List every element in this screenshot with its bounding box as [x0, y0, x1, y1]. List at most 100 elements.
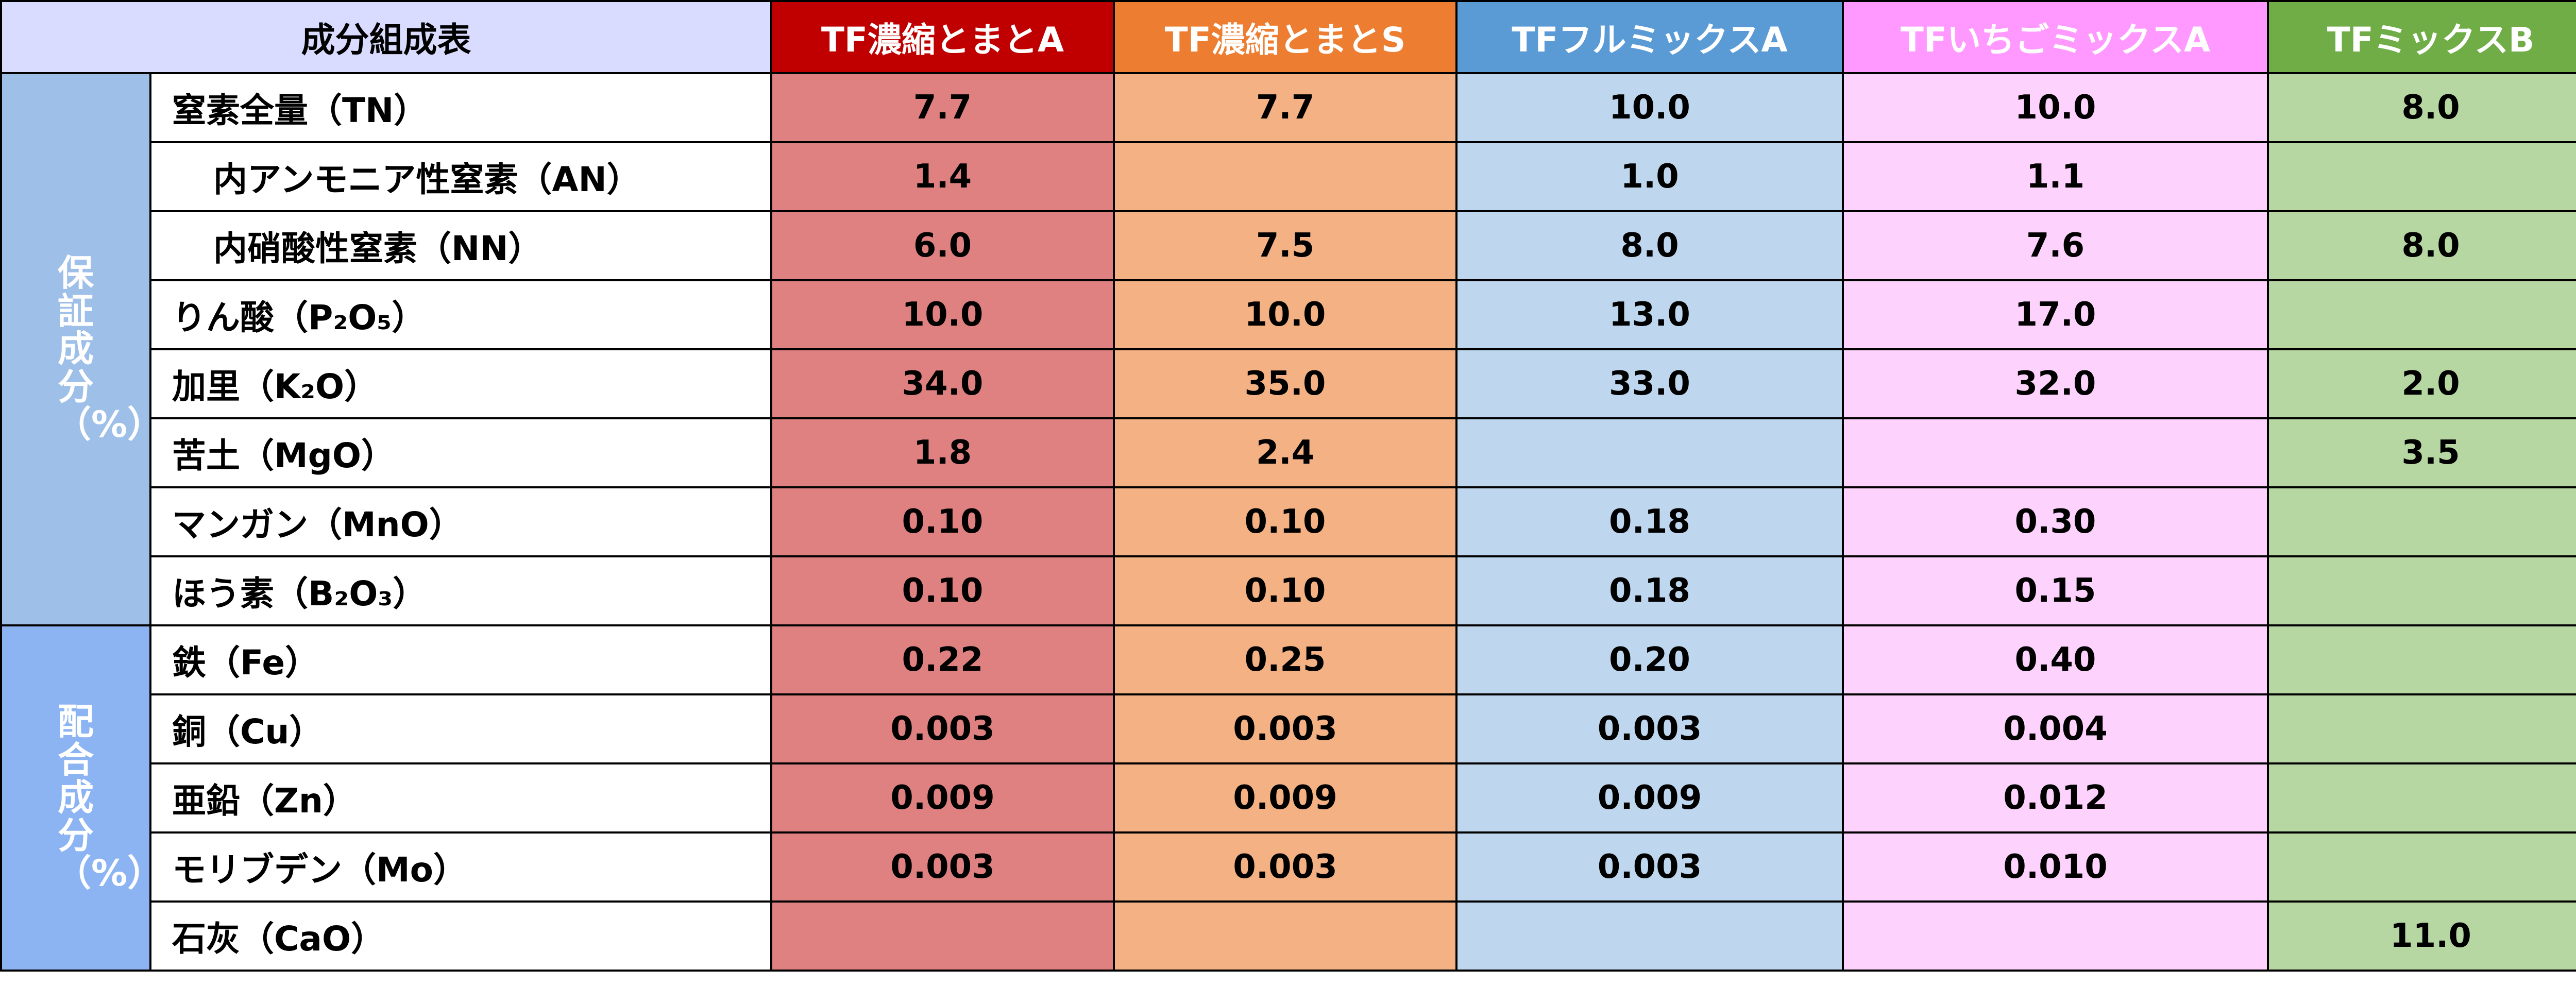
- cell-value: [1455, 417, 1844, 488]
- cell-value: 6.0: [770, 210, 1115, 281]
- cell-value: 0.010: [1842, 831, 2269, 903]
- cell-value: [2267, 624, 2576, 695]
- cell-value: 0.009: [1455, 762, 1844, 834]
- cell-value: [1842, 900, 2269, 972]
- cell-value: 35.0: [1113, 348, 1458, 419]
- cell-value: 7.7: [1113, 72, 1458, 143]
- product-header-mix-b: TFミックスB: [2267, 0, 2576, 74]
- table-row: 苦土（MgO） 1.8 2.4 3.5: [1, 417, 2576, 488]
- table-row: りん酸（P₂O₅） 10.0 10.0 13.0 17.0: [1, 279, 2576, 350]
- cell-value: 0.012: [1842, 762, 2269, 834]
- table-title: 成分組成表: [0, 0, 772, 74]
- header-row: 成分組成表 TF濃縮とまとA TF濃縮とまとS TFフルミックスA TFいちごミ…: [0, 0, 2576, 74]
- group-label-guaranteed: 保証成分（%）: [0, 72, 151, 626]
- cell-value: 0.18: [1455, 555, 1844, 626]
- cell-value: 0.25: [1113, 624, 1458, 695]
- row-label: 苦土（MgO）: [149, 417, 772, 488]
- cell-value: 10.0: [1113, 279, 1458, 350]
- cell-value: [2267, 141, 2576, 212]
- cell-value: 8.0: [2267, 210, 2576, 281]
- cell-value: 0.003: [1113, 693, 1458, 764]
- cell-value: [2267, 555, 2576, 626]
- cell-value: [1842, 417, 2269, 488]
- cell-value: 0.004: [1842, 693, 2269, 764]
- row-label: モリブデン（Mo）: [149, 831, 772, 903]
- cell-value: 13.0: [1455, 279, 1844, 350]
- cell-value: 10.0: [1455, 72, 1844, 143]
- cell-value: 0.22: [770, 624, 1115, 695]
- table-row: 内アンモニア性窒素（AN） 1.4 1.0 1.1: [1, 141, 2576, 212]
- cell-value: [2267, 486, 2576, 557]
- cell-value: 1.0: [1455, 141, 1844, 212]
- table-row: ほう素（B₂O₃） 0.10 0.10 0.18 0.15: [1, 555, 2576, 626]
- cell-value: 0.10: [1113, 555, 1458, 626]
- cell-value: [1113, 900, 1458, 972]
- row-label: 加里（K₂O）: [149, 348, 772, 419]
- cell-value: 33.0: [1455, 348, 1844, 419]
- cell-value: 0.009: [770, 762, 1115, 834]
- cell-value: [2267, 279, 2576, 350]
- table-row: 保証成分（%） 窒素全量（TN） 7.7 7.7 10.0 10.0 8.0: [0, 72, 2576, 626]
- cell-value: [2267, 831, 2576, 903]
- cell-value: 0.003: [1455, 831, 1844, 903]
- cell-value: 0.003: [770, 831, 1115, 903]
- product-header-strawberry-mix-a: TFいちごミックスA: [1842, 0, 2269, 74]
- cell-value: 3.5: [2267, 417, 2576, 488]
- table-row: 配合成分（%） 鉄（Fe） 0.22 0.25 0.20 0.40: [0, 624, 2576, 972]
- row-label: りん酸（P₂O₅）: [149, 279, 772, 350]
- table-row: 亜鉛（Zn） 0.009 0.009 0.009 0.012: [1, 762, 2576, 834]
- cell-value: [2267, 762, 2576, 834]
- cell-value: 10.0: [770, 279, 1115, 350]
- table-row: 加里（K₂O） 34.0 35.0 33.0 32.0 2.0: [1, 348, 2576, 419]
- cell-value: 0.18: [1455, 486, 1844, 557]
- cell-value: 7.7: [770, 72, 1115, 143]
- row-label: 内硝酸性窒素（NN）: [149, 210, 772, 281]
- cell-value: 0.10: [770, 486, 1115, 557]
- cell-value: [1455, 900, 1844, 972]
- cell-value: 34.0: [770, 348, 1115, 419]
- cell-value: 0.003: [770, 693, 1115, 764]
- cell-value: 8.0: [2267, 72, 2576, 143]
- row-label: 石灰（CaO）: [149, 900, 772, 972]
- table-row: マンガン（MnO） 0.10 0.10 0.18 0.30: [1, 486, 2576, 557]
- cell-value: 0.10: [1113, 486, 1458, 557]
- row-label: 亜鉛（Zn）: [149, 762, 772, 834]
- cell-value: 10.0: [1842, 72, 2269, 143]
- cell-value: 0.003: [1455, 693, 1844, 764]
- cell-value: 1.8: [770, 417, 1115, 488]
- cell-value: 0.003: [1113, 831, 1458, 903]
- cell-value: 2.4: [1113, 417, 1458, 488]
- row-label: マンガン（MnO）: [149, 486, 772, 557]
- cell-value: [770, 900, 1115, 972]
- table-row: 内硝酸性窒素（NN） 6.0 7.5 8.0 7.6 8.0: [1, 210, 2576, 281]
- group-label-blended: 配合成分（%）: [0, 624, 151, 972]
- cell-value: 0.15: [1842, 555, 2269, 626]
- cell-value: [2267, 693, 2576, 764]
- cell-value: 0.30: [1842, 486, 2269, 557]
- row-label: ほう素（B₂O₃）: [149, 555, 772, 626]
- table-row: 石灰（CaO） 11.0: [1, 900, 2576, 972]
- product-header-tomato-s: TF濃縮とまとS: [1113, 0, 1458, 74]
- cell-value: 1.1: [1842, 141, 2269, 212]
- cell-value: 2.0: [2267, 348, 2576, 419]
- cell-value: 0.40: [1842, 624, 2269, 695]
- product-header-fullmix-a: TFフルミックスA: [1455, 0, 1844, 74]
- row-label: 窒素全量（TN）: [149, 72, 772, 143]
- row-label: 銅（Cu）: [149, 693, 772, 764]
- cell-value: 0.20: [1455, 624, 1844, 695]
- row-label: 内アンモニア性窒素（AN）: [149, 141, 772, 212]
- cell-value: 11.0: [2267, 900, 2576, 972]
- table-row: モリブデン（Mo） 0.003 0.003 0.003 0.010: [1, 831, 2576, 903]
- cell-value: 1.4: [770, 141, 1115, 212]
- cell-value: 8.0: [1455, 210, 1844, 281]
- cell-value: 17.0: [1842, 279, 2269, 350]
- product-header-tomato-a: TF濃縮とまとA: [770, 0, 1115, 74]
- row-label: 鉄（Fe）: [149, 624, 772, 695]
- cell-value: 7.6: [1842, 210, 2269, 281]
- cell-value: 0.009: [1113, 762, 1458, 834]
- cell-value: [1113, 141, 1458, 212]
- cell-value: 7.5: [1113, 210, 1458, 281]
- table-row: 銅（Cu） 0.003 0.003 0.003 0.004: [1, 693, 2576, 764]
